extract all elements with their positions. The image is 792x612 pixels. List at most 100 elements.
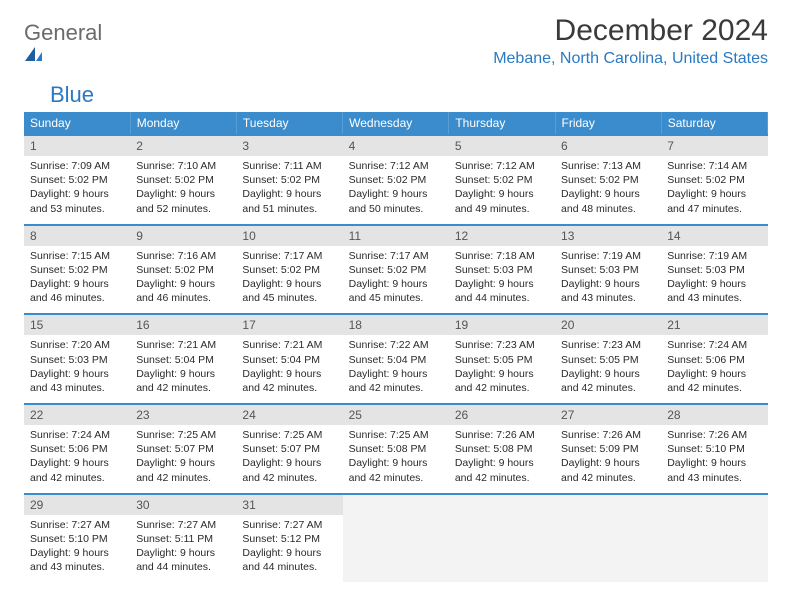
sunset-line: Sunset: 5:02 PM <box>136 173 230 187</box>
weekday-header: Thursday <box>449 112 555 135</box>
day-number: 31 <box>236 495 342 515</box>
calendar-day-cell: 29Sunrise: 7:27 AMSunset: 5:10 PMDayligh… <box>24 494 130 583</box>
sunrise-line: Sunrise: 7:17 AM <box>242 249 336 263</box>
sunrise-line: Sunrise: 7:14 AM <box>667 159 761 173</box>
empty-day-number <box>555 495 661 515</box>
sunrise-line: Sunrise: 7:16 AM <box>136 249 230 263</box>
day-number: 24 <box>236 405 342 425</box>
sunset-line: Sunset: 5:09 PM <box>561 442 655 456</box>
sunrise-line: Sunrise: 7:13 AM <box>561 159 655 173</box>
day-body: Sunrise: 7:17 AMSunset: 5:02 PMDaylight:… <box>236 246 342 314</box>
daylight-line: Daylight: 9 hours and 44 minutes. <box>136 546 230 574</box>
sunrise-line: Sunrise: 7:26 AM <box>667 428 761 442</box>
day-number: 6 <box>555 136 661 156</box>
calendar-day-cell: 11Sunrise: 7:17 AMSunset: 5:02 PMDayligh… <box>343 225 449 315</box>
daylight-line: Daylight: 9 hours and 49 minutes. <box>455 187 549 215</box>
empty-day-number <box>449 495 555 515</box>
day-body: Sunrise: 7:14 AMSunset: 5:02 PMDaylight:… <box>661 156 767 224</box>
calendar-day-cell: 26Sunrise: 7:26 AMSunset: 5:08 PMDayligh… <box>449 404 555 494</box>
logo-text: General Blue <box>24 20 102 108</box>
day-number: 22 <box>24 405 130 425</box>
calendar-day-cell: 14Sunrise: 7:19 AMSunset: 5:03 PMDayligh… <box>661 225 767 315</box>
sunrise-line: Sunrise: 7:26 AM <box>561 428 655 442</box>
sunrise-line: Sunrise: 7:10 AM <box>136 159 230 173</box>
empty-day-number <box>661 495 767 515</box>
day-body: Sunrise: 7:23 AMSunset: 5:05 PMDaylight:… <box>555 335 661 403</box>
daylight-line: Daylight: 9 hours and 43 minutes. <box>30 367 124 395</box>
calendar-day-cell: 3Sunrise: 7:11 AMSunset: 5:02 PMDaylight… <box>236 135 342 225</box>
calendar-day-cell: 30Sunrise: 7:27 AMSunset: 5:11 PMDayligh… <box>130 494 236 583</box>
calendar-day-cell: 13Sunrise: 7:19 AMSunset: 5:03 PMDayligh… <box>555 225 661 315</box>
sunrise-line: Sunrise: 7:25 AM <box>349 428 443 442</box>
sunrise-line: Sunrise: 7:11 AM <box>242 159 336 173</box>
day-body: Sunrise: 7:20 AMSunset: 5:03 PMDaylight:… <box>24 335 130 403</box>
day-number: 10 <box>236 226 342 246</box>
daylight-line: Daylight: 9 hours and 42 minutes. <box>30 456 124 484</box>
daylight-line: Daylight: 9 hours and 42 minutes. <box>136 367 230 395</box>
sunset-line: Sunset: 5:04 PM <box>136 353 230 367</box>
sunset-line: Sunset: 5:02 PM <box>30 173 124 187</box>
calendar-day-cell: 8Sunrise: 7:15 AMSunset: 5:02 PMDaylight… <box>24 225 130 315</box>
day-number: 15 <box>24 315 130 335</box>
sunset-line: Sunset: 5:05 PM <box>455 353 549 367</box>
sunrise-line: Sunrise: 7:12 AM <box>455 159 549 173</box>
day-number: 13 <box>555 226 661 246</box>
sunrise-line: Sunrise: 7:26 AM <box>455 428 549 442</box>
calendar-day-cell: 2Sunrise: 7:10 AMSunset: 5:02 PMDaylight… <box>130 135 236 225</box>
calendar-day-cell: 19Sunrise: 7:23 AMSunset: 5:05 PMDayligh… <box>449 314 555 404</box>
day-body: Sunrise: 7:10 AMSunset: 5:02 PMDaylight:… <box>130 156 236 224</box>
sunrise-line: Sunrise: 7:19 AM <box>561 249 655 263</box>
calendar-page: General Blue December 2024 Mebane, North… <box>0 0 792 606</box>
sunrise-line: Sunrise: 7:15 AM <box>30 249 124 263</box>
calendar-day-cell: 31Sunrise: 7:27 AMSunset: 5:12 PMDayligh… <box>236 494 342 583</box>
sunset-line: Sunset: 5:02 PM <box>242 173 336 187</box>
weekday-header: Saturday <box>661 112 767 135</box>
day-body: Sunrise: 7:11 AMSunset: 5:02 PMDaylight:… <box>236 156 342 224</box>
sunset-line: Sunset: 5:10 PM <box>30 532 124 546</box>
day-number: 8 <box>24 226 130 246</box>
calendar-week-row: 15Sunrise: 7:20 AMSunset: 5:03 PMDayligh… <box>24 314 768 404</box>
daylight-line: Daylight: 9 hours and 50 minutes. <box>349 187 443 215</box>
calendar-day-cell: 18Sunrise: 7:22 AMSunset: 5:04 PMDayligh… <box>343 314 449 404</box>
day-number: 12 <box>449 226 555 246</box>
day-number: 19 <box>449 315 555 335</box>
day-number: 23 <box>130 405 236 425</box>
calendar-day-cell: 23Sunrise: 7:25 AMSunset: 5:07 PMDayligh… <box>130 404 236 494</box>
sunrise-line: Sunrise: 7:17 AM <box>349 249 443 263</box>
daylight-line: Daylight: 9 hours and 43 minutes. <box>667 456 761 484</box>
day-body: Sunrise: 7:26 AMSunset: 5:08 PMDaylight:… <box>449 425 555 493</box>
day-number: 28 <box>661 405 767 425</box>
day-number: 11 <box>343 226 449 246</box>
calendar-day-cell: 1Sunrise: 7:09 AMSunset: 5:02 PMDaylight… <box>24 135 130 225</box>
daylight-line: Daylight: 9 hours and 46 minutes. <box>30 277 124 305</box>
sunrise-line: Sunrise: 7:25 AM <box>242 428 336 442</box>
sunrise-line: Sunrise: 7:24 AM <box>30 428 124 442</box>
sunrise-line: Sunrise: 7:12 AM <box>349 159 443 173</box>
day-body: Sunrise: 7:12 AMSunset: 5:02 PMDaylight:… <box>449 156 555 224</box>
sunset-line: Sunset: 5:08 PM <box>349 442 443 456</box>
day-body: Sunrise: 7:15 AMSunset: 5:02 PMDaylight:… <box>24 246 130 314</box>
day-number: 3 <box>236 136 342 156</box>
daylight-line: Daylight: 9 hours and 42 minutes. <box>667 367 761 395</box>
sunrise-line: Sunrise: 7:19 AM <box>667 249 761 263</box>
day-body: Sunrise: 7:13 AMSunset: 5:02 PMDaylight:… <box>555 156 661 224</box>
calendar-day-cell: 12Sunrise: 7:18 AMSunset: 5:03 PMDayligh… <box>449 225 555 315</box>
calendar-day-cell: 20Sunrise: 7:23 AMSunset: 5:05 PMDayligh… <box>555 314 661 404</box>
day-number: 4 <box>343 136 449 156</box>
sunset-line: Sunset: 5:05 PM <box>561 353 655 367</box>
day-body: Sunrise: 7:23 AMSunset: 5:05 PMDaylight:… <box>449 335 555 403</box>
day-body: Sunrise: 7:25 AMSunset: 5:08 PMDaylight:… <box>343 425 449 493</box>
calendar-week-row: 1Sunrise: 7:09 AMSunset: 5:02 PMDaylight… <box>24 135 768 225</box>
calendar-day-cell: 7Sunrise: 7:14 AMSunset: 5:02 PMDaylight… <box>661 135 767 225</box>
sunset-line: Sunset: 5:02 PM <box>242 263 336 277</box>
sunrise-line: Sunrise: 7:24 AM <box>667 338 761 352</box>
sunset-line: Sunset: 5:06 PM <box>30 442 124 456</box>
calendar-week-row: 8Sunrise: 7:15 AMSunset: 5:02 PMDaylight… <box>24 225 768 315</box>
daylight-line: Daylight: 9 hours and 42 minutes. <box>349 367 443 395</box>
sunset-line: Sunset: 5:11 PM <box>136 532 230 546</box>
logo-word-general: General <box>24 20 102 45</box>
sunrise-line: Sunrise: 7:23 AM <box>455 338 549 352</box>
day-body: Sunrise: 7:25 AMSunset: 5:07 PMDaylight:… <box>130 425 236 493</box>
day-number: 17 <box>236 315 342 335</box>
day-body: Sunrise: 7:19 AMSunset: 5:03 PMDaylight:… <box>555 246 661 314</box>
